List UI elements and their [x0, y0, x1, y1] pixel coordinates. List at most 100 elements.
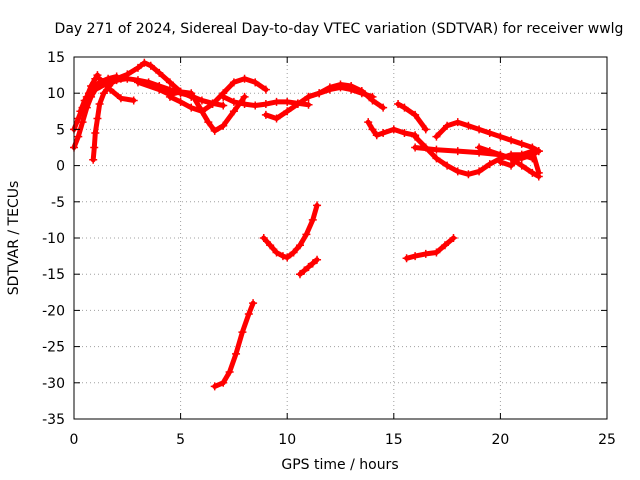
- data-point: [304, 92, 313, 101]
- series-sat-q: [411, 143, 543, 181]
- axis-ticks: [73, 56, 608, 420]
- data-point: [475, 167, 484, 176]
- data-point: [449, 234, 458, 242]
- data-series: [70, 58, 543, 391]
- data-point: [336, 80, 345, 89]
- data-point: [485, 160, 494, 169]
- data-point: [261, 110, 270, 119]
- data-point: [197, 107, 206, 116]
- x-tick-label: 25: [598, 432, 616, 448]
- data-point: [283, 97, 292, 106]
- data-point: [133, 63, 142, 72]
- data-point: [464, 170, 473, 179]
- data-point: [475, 143, 484, 152]
- data-point: [261, 100, 270, 109]
- series-line: [212, 300, 256, 389]
- data-point: [517, 150, 526, 159]
- data-point: [517, 139, 526, 148]
- y-tick-label: 5: [56, 122, 65, 138]
- data-point: [129, 96, 138, 105]
- data-point: [443, 121, 452, 130]
- data-point: [259, 234, 268, 242]
- data-point: [93, 114, 102, 123]
- y-tick-labels: 15 10 5 0 -5 -10 -15 -20 -25 -30 -35: [42, 50, 65, 428]
- data-point: [219, 121, 228, 130]
- data-point: [133, 78, 142, 87]
- data-point: [225, 367, 234, 376]
- series-line: [433, 119, 542, 154]
- data-point: [313, 201, 322, 210]
- x-tick-label: 10: [278, 432, 296, 448]
- y-axis-label: SDTVAR / TECUs: [6, 181, 22, 296]
- data-point: [443, 161, 452, 170]
- data-point: [91, 129, 100, 138]
- data-point: [389, 125, 398, 134]
- data-point: [440, 241, 449, 250]
- data-point: [99, 89, 108, 98]
- y-tick-label: -25: [42, 340, 65, 356]
- data-point: [89, 155, 98, 164]
- data-point: [272, 248, 281, 257]
- x-tick-labels: 0 5 10 15 20 25: [70, 432, 616, 448]
- data-point: [187, 103, 196, 112]
- y-tick-label: -30: [42, 376, 65, 392]
- series-sat-g: [95, 74, 138, 105]
- data-point: [176, 87, 185, 96]
- series-sat-t: [259, 201, 322, 262]
- data-point: [304, 262, 313, 271]
- data-point: [295, 270, 304, 279]
- data-point: [432, 132, 441, 141]
- series-line: [306, 82, 386, 111]
- data-point: [411, 252, 420, 261]
- data-point: [240, 74, 249, 83]
- data-point: [74, 114, 83, 123]
- data-point: [210, 126, 219, 135]
- data-point: [140, 58, 149, 67]
- series-sat-l: [304, 80, 388, 112]
- data-point: [289, 248, 298, 257]
- data-point: [496, 132, 505, 141]
- data-point: [400, 103, 409, 112]
- series-line: [167, 76, 269, 114]
- data-point: [302, 230, 311, 239]
- data-point: [219, 92, 228, 101]
- data-point: [475, 125, 484, 134]
- data-point: [300, 266, 309, 275]
- data-point: [176, 97, 185, 106]
- data-point: [293, 100, 302, 109]
- data-point: [240, 100, 249, 109]
- data-point: [421, 125, 430, 134]
- y-tick-label: 0: [56, 159, 65, 175]
- data-point: [146, 61, 155, 70]
- data-point: [347, 81, 356, 90]
- data-point: [402, 254, 411, 263]
- y-tick-label: 15: [47, 50, 65, 66]
- data-point: [453, 118, 462, 127]
- data-point: [249, 299, 258, 308]
- data-point: [80, 96, 89, 105]
- plot-frame: [73, 56, 608, 420]
- y-tick-label: -15: [42, 267, 65, 283]
- data-point: [91, 85, 100, 94]
- data-point: [155, 68, 164, 77]
- data-point: [432, 248, 441, 257]
- data-point: [364, 118, 373, 127]
- data-point: [507, 154, 516, 163]
- series-line: [404, 235, 456, 261]
- x-tick-label: 0: [70, 432, 79, 448]
- data-point: [485, 129, 494, 138]
- data-point: [165, 92, 174, 101]
- series-sat-s: [496, 147, 543, 177]
- data-point: [283, 107, 292, 116]
- data-point: [112, 74, 121, 83]
- data-point: [411, 132, 420, 141]
- x-tick-label: 15: [385, 432, 403, 448]
- y-tick-label: -20: [42, 303, 65, 319]
- y-tick-label: 10: [47, 86, 65, 102]
- data-point: [368, 96, 377, 105]
- data-point: [528, 147, 537, 156]
- data-point: [187, 89, 196, 98]
- data-point: [95, 100, 104, 109]
- data-point: [432, 145, 441, 154]
- data-point: [76, 107, 85, 116]
